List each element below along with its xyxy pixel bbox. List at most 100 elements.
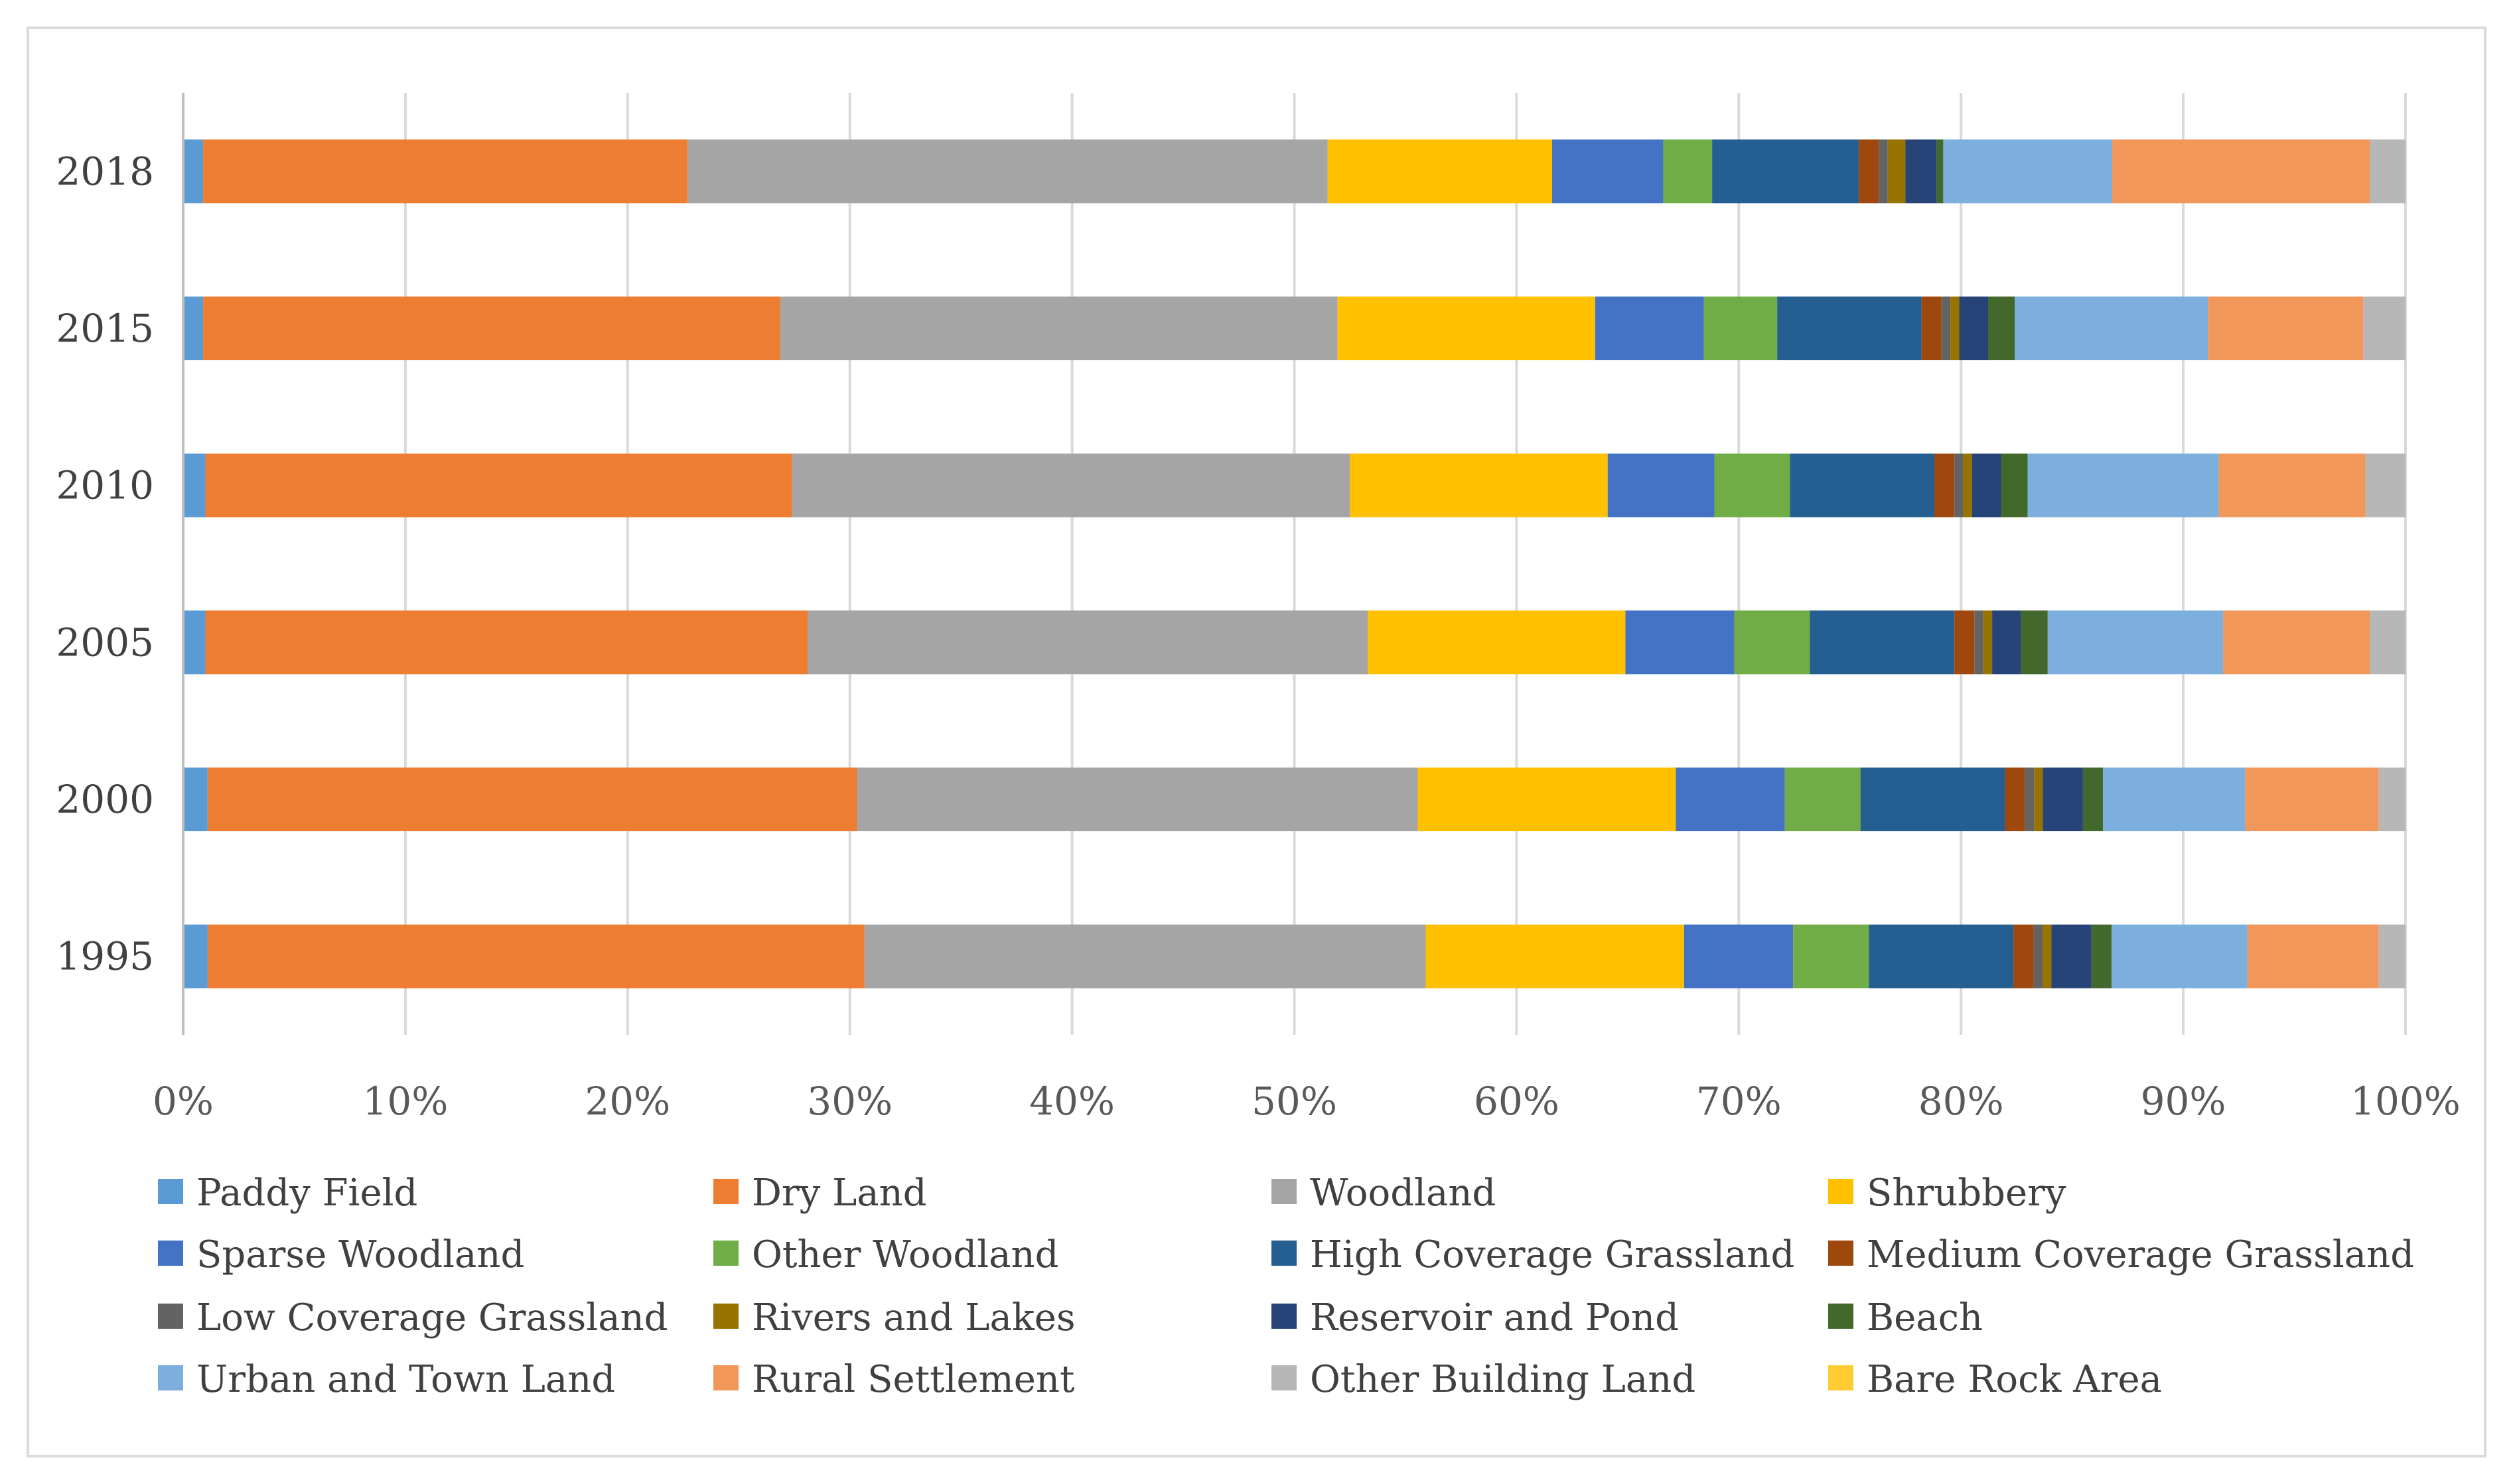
bar-segment [1972,453,2001,517]
bar-segment [1869,924,2014,988]
bar-segment [857,768,1418,831]
bar-segment [1887,139,1906,204]
bar-segment [1784,768,1861,831]
bar-segment [1934,453,1955,517]
x-tick-label: 30% [807,1079,893,1124]
y-tick-label: 2018 [56,149,154,194]
bar-segment [2047,610,2224,675]
bar-segment [2363,297,2405,360]
legend-swatch [158,1241,183,1266]
bar-segment [1959,297,1989,360]
x-tick-label: 60% [1474,1079,1559,1124]
bar-segment [183,610,206,675]
bar-segment [1921,297,1942,360]
legend-swatch [713,1179,739,1204]
bar-segment [2378,768,2405,831]
bars [183,139,2405,988]
bar-segment [2365,453,2405,517]
bar-segment [2247,924,2379,988]
bar-segment [1954,453,1964,517]
legend-swatch [1271,1241,1297,1266]
bar-segment [2005,768,2025,831]
bar-segment [207,924,865,988]
legend-swatch [1271,1365,1297,1390]
x-tick-label: 90% [2141,1079,2226,1124]
legend-swatch [1828,1365,1853,1390]
y-tick-label: 1995 [56,934,154,979]
legend-label: Rural Settlement [752,1358,1075,1401]
bar-segment [1859,139,1879,204]
bar-segment [2245,768,2379,831]
bar-segment [792,453,1350,517]
bar-segment [1860,768,2005,831]
bar-segment [2223,610,2370,675]
bar-segment [2043,768,2083,831]
legend-label: High Coverage Grassland [1310,1233,1794,1276]
bar-segment [183,768,208,831]
legend-swatch [1828,1179,1853,1204]
legend-swatch [1271,1304,1297,1329]
legend-label: Dry Land [752,1172,927,1215]
x-tick-label: 80% [1918,1079,2004,1124]
bar-segment [1777,297,1922,360]
bar-segment [2034,768,2043,831]
bar-segment [183,453,206,517]
x-tick-label: 40% [1029,1079,1115,1124]
bar-segment [183,297,204,360]
bar-segment [1625,610,1735,675]
x-tick-label: 100% [2350,1079,2461,1124]
y-tick-label: 2000 [56,777,154,822]
bar-segment [1417,768,1676,831]
bar-segment [1734,610,1810,675]
bar-segment [203,139,688,204]
legend-swatch [1828,1304,1853,1329]
bar-segment [183,924,208,988]
bar-segment [1714,453,1790,517]
bar-segment [1607,453,1715,517]
bar-segment [2208,297,2364,360]
bar-segment [1974,610,1983,675]
bar-segment [1425,924,1684,988]
bar-segment [1810,610,1955,675]
chart-frame [27,27,2486,1457]
bar-segment [2103,768,2246,831]
bar-segment [1943,139,2112,204]
x-tick-label: 20% [585,1079,670,1124]
bar-segment [207,768,857,831]
bar-segment [2015,297,2208,360]
bar-segment [1676,768,1785,831]
bar-segment [1793,924,1869,988]
x-tick-label: 10% [362,1079,448,1124]
bar-segment [1368,610,1626,675]
bar-segment [1879,139,1888,204]
y-tick-label: 2015 [56,306,154,351]
legend-label: Other Building Land [1310,1358,1695,1401]
bar-segment [203,297,780,360]
legend-label: Shrubbery [1867,1172,2066,1215]
bar-segment [1703,297,1778,360]
bar-segment [2082,768,2104,831]
legend-label: Reservoir and Pond [1310,1296,1679,1339]
bar-segment [2112,924,2248,988]
bar-segment [2112,139,2370,204]
bar-segment [2043,924,2052,988]
bar-segment [1950,297,1960,360]
gridlines [182,93,2407,1035]
bar-segment [1712,139,1859,204]
bar-segment [1595,297,1704,360]
legend-label: Other Woodland [752,1233,1058,1276]
bar-segment [2013,924,2034,988]
bar-segment [1790,453,1935,517]
bar-segment [205,453,792,517]
legend-label: Rivers and Lakes [752,1296,1076,1339]
bar-segment [1684,924,1794,988]
bar-segment [1327,139,1552,204]
bar-segment [2218,453,2366,517]
legend-swatch [1271,1179,1297,1204]
bar-segment [2370,139,2405,204]
x-tick-label: 70% [1696,1079,1782,1124]
bar-segment [1963,453,1972,517]
bar-segment [2025,768,2035,831]
bar-segment [1988,297,2015,360]
